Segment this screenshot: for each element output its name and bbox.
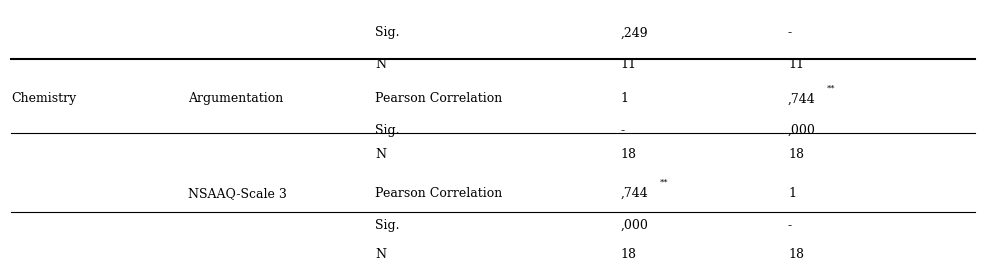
- Text: Sig.: Sig.: [375, 124, 399, 137]
- Text: 11: 11: [788, 58, 804, 71]
- Text: Pearson Correlation: Pearson Correlation: [375, 187, 502, 200]
- Text: -: -: [788, 27, 792, 39]
- Text: Sig.: Sig.: [375, 27, 399, 39]
- Text: 18: 18: [788, 148, 804, 161]
- Text: N: N: [375, 58, 386, 71]
- Text: ,744: ,744: [788, 92, 815, 105]
- Text: ,000: ,000: [788, 124, 815, 137]
- Text: N: N: [375, 148, 386, 161]
- Text: Pearson Correlation: Pearson Correlation: [375, 92, 502, 105]
- Text: **: **: [660, 179, 668, 187]
- Text: N: N: [375, 248, 386, 261]
- Text: ,000: ,000: [621, 219, 649, 232]
- Text: 18: 18: [621, 248, 637, 261]
- Text: ,744: ,744: [621, 187, 649, 200]
- Text: Argumentation: Argumentation: [188, 92, 283, 105]
- Text: 1: 1: [788, 187, 796, 200]
- Text: Sig.: Sig.: [375, 219, 399, 232]
- Text: 18: 18: [788, 248, 804, 261]
- Text: Chemistry: Chemistry: [11, 92, 77, 105]
- Text: ,249: ,249: [621, 27, 649, 39]
- Text: 18: 18: [621, 148, 637, 161]
- Text: 11: 11: [621, 58, 637, 71]
- Text: 1: 1: [621, 92, 629, 105]
- Text: **: **: [826, 84, 835, 92]
- Text: -: -: [788, 219, 792, 232]
- Text: -: -: [621, 124, 625, 137]
- Text: NSAAQ-Scale 3: NSAAQ-Scale 3: [188, 187, 287, 200]
